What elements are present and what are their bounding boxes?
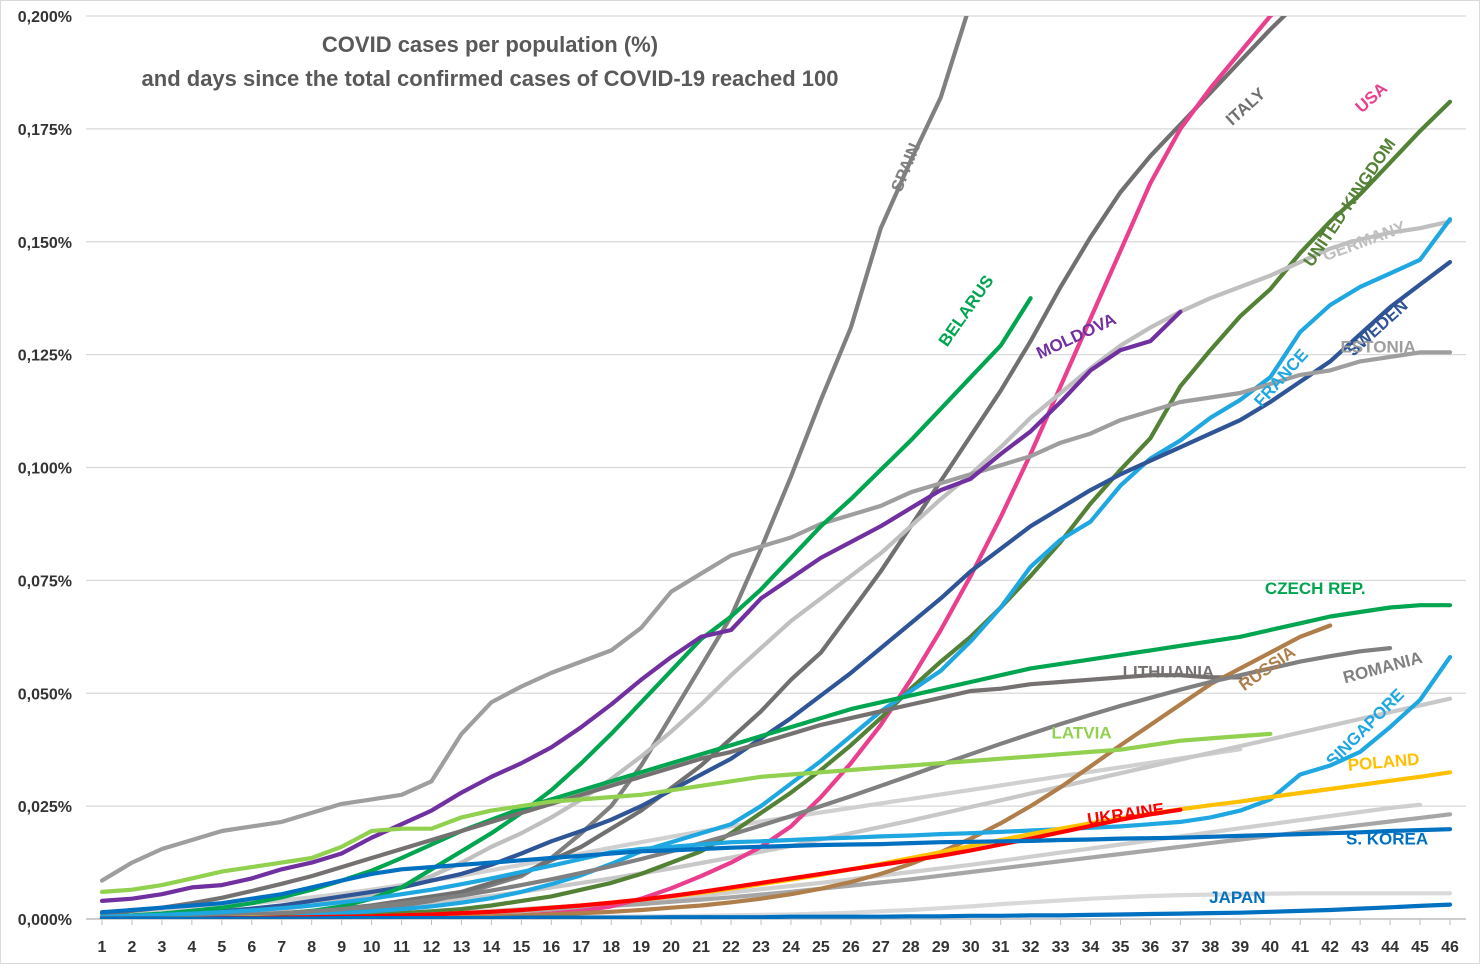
- x-tick-label: 13: [453, 939, 471, 956]
- x-tick-label: 38: [1201, 939, 1219, 956]
- chart-subtitle: and days since the total confirmed cases…: [142, 66, 839, 91]
- x-tick-label: 12: [423, 939, 441, 956]
- series-label: JAPAN: [1209, 888, 1265, 907]
- x-tick-label: 46: [1441, 939, 1459, 956]
- x-tick-label: 1: [98, 939, 107, 956]
- series-line-lithuania: [99, 673, 1243, 916]
- x-tick-label: 39: [1231, 939, 1249, 956]
- x-tick-label: 40: [1261, 939, 1279, 956]
- series-line-unlabeled: [99, 747, 1243, 915]
- x-tick-label: 14: [483, 939, 501, 956]
- x-tick-label: 45: [1411, 939, 1429, 956]
- y-tick-label: 0,050%: [18, 686, 72, 703]
- series-lines: [99, 16, 1453, 919]
- x-tick-label: 10: [363, 939, 381, 956]
- x-tick-label: 7: [277, 939, 286, 956]
- x-tick-label: 17: [572, 939, 590, 956]
- series-label: CZECH REP.: [1265, 579, 1366, 598]
- series-line-romania: [99, 645, 1393, 919]
- x-tick-label: 22: [722, 939, 740, 956]
- x-tick-label: 30: [962, 939, 980, 956]
- series-line-latvia: [99, 731, 1273, 895]
- x-tick-label: 28: [902, 939, 920, 956]
- x-tick-label: 26: [842, 939, 860, 956]
- x-tick-label: 23: [752, 939, 770, 956]
- x-tick-label: 27: [872, 939, 890, 956]
- x-tick-label: 15: [512, 939, 530, 956]
- x-tick-label: 8: [307, 939, 316, 956]
- x-tick-label: 29: [932, 939, 950, 956]
- y-tick-label: 0,000%: [18, 912, 72, 929]
- x-tick-label: 19: [632, 939, 650, 956]
- y-tick-label: 0,200%: [18, 9, 72, 26]
- y-tick-label: 0,025%: [18, 799, 72, 816]
- x-tick-label: 25: [812, 939, 830, 956]
- x-tick-label: 2: [128, 939, 137, 956]
- x-tick-label: 42: [1321, 939, 1339, 956]
- x-tick-label: 16: [542, 939, 560, 956]
- x-tick-label: 32: [1022, 939, 1040, 956]
- x-tick-label: 34: [1082, 939, 1100, 956]
- x-tick-label: 24: [782, 939, 800, 956]
- series-line-moldova: [99, 309, 1183, 904]
- series-line-estonia: [99, 350, 1453, 883]
- series-line-japan: [99, 902, 1453, 919]
- x-tick-label: 4: [187, 939, 196, 956]
- y-tick-label: 0,075%: [18, 573, 72, 590]
- series-label: LATVIA: [1051, 723, 1111, 742]
- x-tick-label: 44: [1381, 939, 1399, 956]
- x-tick-label: 41: [1291, 939, 1309, 956]
- x-tick-label: 5: [217, 939, 226, 956]
- series-line-sweden: [99, 260, 1453, 919]
- x-tick-label: 11: [393, 939, 410, 956]
- series-line-s-korea: [99, 827, 1453, 915]
- y-tick-label: 0,150%: [18, 235, 72, 252]
- chart-title: COVID cases per population (%): [322, 32, 658, 57]
- x-tick-label: 36: [1142, 939, 1160, 956]
- x-tick-label: 37: [1172, 939, 1190, 956]
- x-tick-label: 3: [157, 939, 166, 956]
- series-line-singapore: [99, 654, 1453, 919]
- x-tick-label: 9: [337, 939, 346, 956]
- y-tick-label: 0,175%: [18, 122, 72, 139]
- series-label: ESTONIA: [1340, 337, 1415, 356]
- x-tick-label: 43: [1351, 939, 1369, 956]
- x-tick-label: 31: [992, 939, 1010, 956]
- x-tick-label: 6: [247, 939, 256, 956]
- series-label: LITHUANIA: [1123, 662, 1215, 681]
- x-tick-label: 33: [1052, 939, 1070, 956]
- y-tick-label: 0,125%: [18, 348, 72, 365]
- series-label: S. KOREA: [1346, 830, 1428, 849]
- x-tick-label: 35: [1112, 939, 1130, 956]
- series-line-france: [99, 217, 1453, 919]
- y-tick-label: 0,100%: [18, 461, 72, 478]
- x-tick-label: 21: [692, 939, 710, 956]
- x-tick-label: 20: [662, 939, 680, 956]
- x-tick-label: 18: [602, 939, 620, 956]
